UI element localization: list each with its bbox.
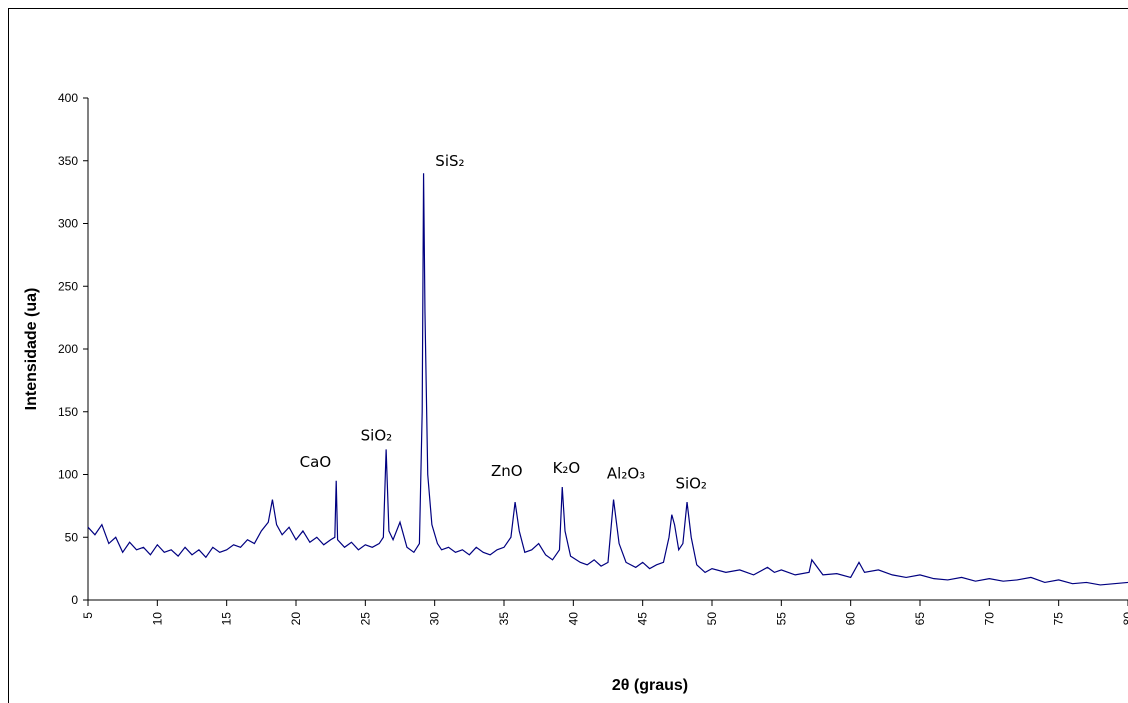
x-tick-label: 35 (497, 612, 511, 626)
x-tick-label: 10 (150, 612, 164, 626)
peak-label: K₂O (553, 459, 581, 477)
x-tick-label: 70 (982, 612, 996, 626)
y-tick-label: 250 (58, 279, 78, 293)
x-tick-label: 15 (220, 612, 234, 626)
y-tick-label: 50 (65, 530, 79, 544)
y-axis-title: Intensidade (ua) (23, 288, 40, 411)
x-tick-label: 30 (428, 612, 442, 626)
x-tick-label: 25 (358, 612, 372, 626)
peak-label: SiO₂ (675, 474, 707, 492)
x-axis-title: 2θ (graus) (612, 677, 688, 694)
y-tick-label: 150 (58, 405, 78, 419)
frame (8, 8, 1128, 703)
peak-label: SiO₂ (361, 427, 393, 445)
y-tick-label: 300 (58, 217, 78, 231)
y-tick-label: 400 (58, 91, 78, 105)
peak-label: ZnO (491, 462, 523, 480)
peak-label: CaO (300, 453, 331, 471)
x-tick-label: 20 (289, 612, 303, 626)
x-tick-label: 5 (81, 612, 95, 619)
y-tick-label: 200 (58, 342, 78, 356)
x-tick-label: 50 (705, 612, 719, 626)
y-tick-label: 350 (58, 154, 78, 168)
peak-label: SiS₂ (435, 152, 464, 170)
x-tick-label: 55 (774, 612, 788, 626)
x-tick-label: 60 (844, 612, 858, 626)
x-tick-label: 75 (1052, 612, 1066, 626)
peak-label: Al₂O₃ (607, 464, 645, 482)
x-tick-label: 80 (1121, 612, 1128, 626)
y-tick-label: 100 (58, 468, 78, 482)
data-line (87, 173, 1128, 586)
x-tick-label: 65 (913, 612, 927, 626)
x-tick-label: 45 (636, 612, 650, 626)
y-tick-label: 0 (71, 593, 78, 607)
x-tick-label: 40 (566, 612, 580, 626)
